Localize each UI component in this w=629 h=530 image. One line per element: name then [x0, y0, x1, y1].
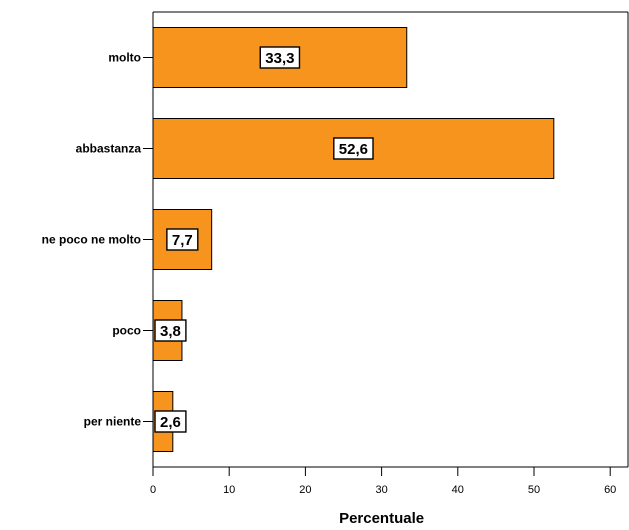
data-label: 2,6 — [160, 414, 181, 431]
x-tick-label: 50 — [528, 484, 540, 496]
x-tick-label: 20 — [299, 484, 311, 496]
data-label-box — [166, 228, 199, 251]
category-label: per niente — [84, 415, 142, 429]
data-label-box — [259, 46, 301, 69]
data-label-box — [333, 137, 374, 160]
data-label: 3,8 — [160, 323, 181, 340]
bars-group — [152, 27, 555, 452]
x-axis: 0 10 20 30 40 50 60 — [150, 467, 616, 496]
category-label: molto — [108, 51, 141, 65]
category-labels-group: molto abbastanza ne poco ne molto poco per n… — [42, 51, 153, 429]
category-label: abbastanza — [76, 142, 142, 156]
data-label: 52,6 — [339, 141, 368, 158]
category-label: ne poco ne molto — [42, 233, 141, 247]
data-label-box — [154, 319, 187, 342]
category-label: poco — [112, 324, 141, 338]
data-labels-group: 33,3 52,6 7,7 3,8 2,6 — [154, 46, 374, 433]
x-tick-label: 10 — [223, 484, 235, 496]
data-label: 33,3 — [265, 50, 294, 67]
data-label-box — [154, 410, 187, 433]
data-label: 7,7 — [172, 232, 193, 249]
x-tick-label: 0 — [150, 484, 156, 496]
x-tick-label: 40 — [452, 484, 464, 496]
x-axis-title: Percentuale — [339, 510, 424, 527]
x-tick-label: 30 — [375, 484, 387, 496]
x-tick-label: 60 — [604, 484, 616, 496]
